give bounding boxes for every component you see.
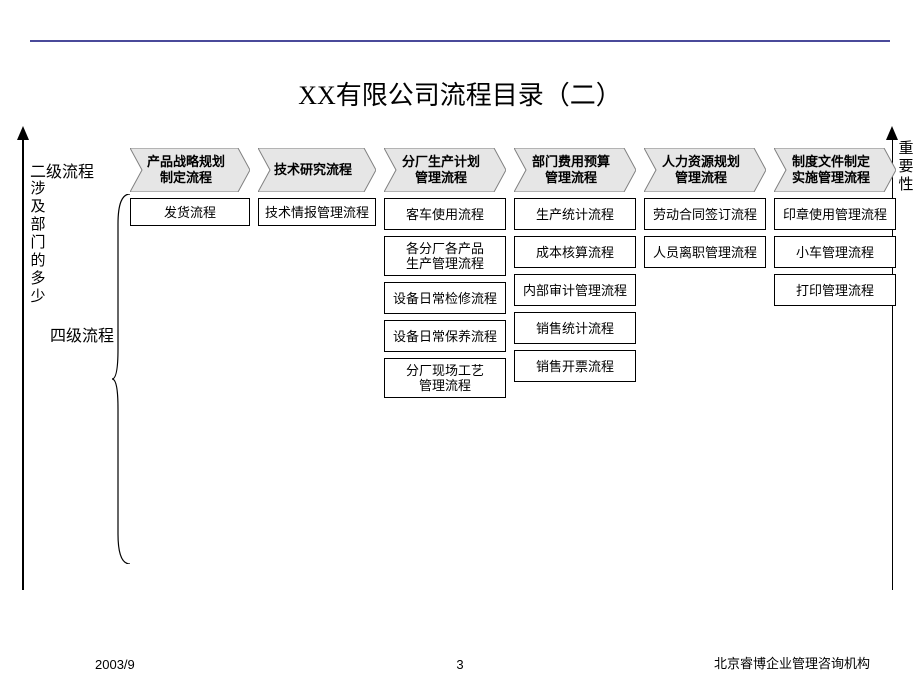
arrow-up-icon	[17, 126, 29, 140]
process-box: 各分厂各产品生产管理流程	[384, 236, 506, 276]
footer-page: 3	[456, 657, 463, 672]
process-box: 小车管理流程	[774, 236, 896, 268]
page-title: XX有限公司流程目录（二）	[0, 75, 920, 112]
level4-label: 四级流程	[50, 322, 114, 346]
chevron-header: 制度文件制定实施管理流程	[774, 148, 896, 192]
left-axis	[22, 140, 24, 590]
process-box: 发货流程	[130, 198, 250, 226]
chevron-label: 制度文件制定实施管理流程	[780, 148, 882, 192]
chevron-header: 分厂生产计划管理流程	[384, 148, 506, 192]
footer-date: 2003/9	[95, 657, 135, 672]
importance-label: 重要性	[898, 140, 914, 194]
multidept-label: 涉及部门的多少	[30, 180, 46, 306]
process-box: 打印管理流程	[774, 274, 896, 306]
chevron-label: 人力资源规划管理流程	[650, 148, 752, 192]
process-box: 设备日常保养流程	[384, 320, 506, 352]
process-box: 分厂现场工艺管理流程	[384, 358, 506, 398]
process-box: 技术情报管理流程	[258, 198, 376, 226]
column: 技术研究流程技术情报管理流程	[258, 148, 376, 404]
top-rule	[30, 40, 890, 42]
process-box: 销售开票流程	[514, 350, 636, 382]
chevron-label: 分厂生产计划管理流程	[390, 148, 492, 192]
level2-label: 二级流程	[30, 158, 94, 182]
chevron-header: 技术研究流程	[258, 148, 376, 192]
column: 分厂生产计划管理流程客车使用流程各分厂各产品生产管理流程设备日常检修流程设备日常…	[384, 148, 506, 404]
process-box: 生产统计流程	[514, 198, 636, 230]
chevron-header: 产品战略规划制定流程	[130, 148, 250, 192]
process-box: 内部审计管理流程	[514, 274, 636, 306]
chevron-header: 人力资源规划管理流程	[644, 148, 766, 192]
column: 产品战略规划制定流程发货流程	[130, 148, 250, 404]
process-box: 人员离职管理流程	[644, 236, 766, 268]
process-box: 设备日常检修流程	[384, 282, 506, 314]
footer-org: 北京睿博企业管理咨询机构	[714, 653, 870, 672]
process-box: 成本核算流程	[514, 236, 636, 268]
process-box: 客车使用流程	[384, 198, 506, 230]
chevron-label: 技术研究流程	[264, 148, 362, 192]
column: 人力资源规划管理流程劳动合同签订流程人员离职管理流程	[644, 148, 766, 404]
chevron-label: 产品战略规划制定流程	[136, 148, 236, 192]
brace-icon	[112, 194, 132, 564]
column: 部门费用预算管理流程生产统计流程成本核算流程内部审计管理流程销售统计流程销售开票…	[514, 148, 636, 404]
process-box: 印章使用管理流程	[774, 198, 896, 230]
chevron-label: 部门费用预算管理流程	[520, 148, 622, 192]
process-box: 销售统计流程	[514, 312, 636, 344]
columns-container: 产品战略规划制定流程发货流程 技术研究流程技术情报管理流程 分厂生产计划管理流程…	[130, 148, 875, 404]
column: 制度文件制定实施管理流程印章使用管理流程小车管理流程打印管理流程	[774, 148, 896, 404]
arrow-up-icon	[886, 126, 898, 140]
chevron-header: 部门费用预算管理流程	[514, 148, 636, 192]
process-box: 劳动合同签订流程	[644, 198, 766, 230]
